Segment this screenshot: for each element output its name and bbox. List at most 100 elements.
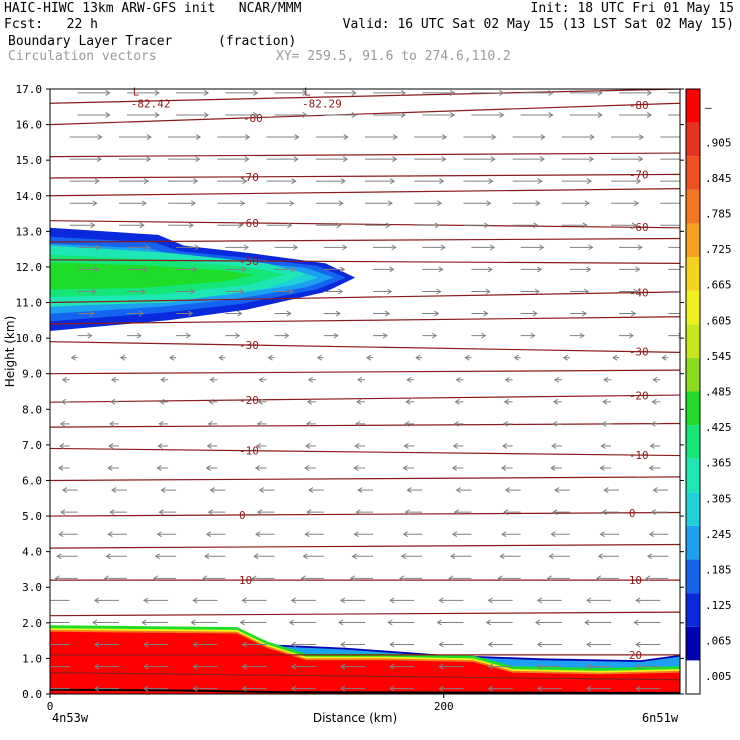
y-tick-label: 10.0 — [16, 332, 43, 345]
contour-line — [50, 476, 680, 482]
vector-arrowhead — [194, 244, 200, 251]
vector-arrowhead — [239, 619, 245, 626]
colorbar-label: .665 — [705, 279, 732, 292]
x-start-location: 4n53w — [52, 711, 89, 725]
vector-arrowhead — [436, 619, 442, 626]
contour-line--40 — [50, 291, 680, 304]
vector-arrowhead — [550, 465, 556, 471]
vector-arrowhead — [253, 553, 259, 560]
vector-arrowhead — [105, 553, 111, 560]
vector-arrowhead — [535, 200, 541, 207]
vector-arrowhead — [635, 641, 641, 648]
vector-arrowhead — [438, 663, 444, 670]
vector-arrowhead — [340, 663, 346, 670]
vector-arrowhead — [434, 310, 440, 317]
vector-arrowhead — [646, 112, 653, 118]
vector-arrowhead — [302, 553, 308, 560]
contour-label: -70 — [239, 171, 259, 184]
vector-arrowhead — [349, 575, 356, 582]
vector-arrowhead — [143, 266, 149, 273]
vector-arrowhead — [392, 134, 398, 140]
colorbar-swatch — [686, 593, 700, 627]
colorbar-label: .185 — [705, 563, 732, 576]
y-tick-label: 11.0 — [16, 297, 43, 310]
init-time: Init: 18 UTC Fri 01 May 15 — [530, 1, 735, 16]
vector-arrowhead — [93, 641, 100, 648]
vector-arrowhead — [110, 376, 117, 383]
overlay-name: Circulation vectors — [8, 49, 157, 64]
y-tick-label: 1.0 — [22, 652, 42, 665]
vector-arrowhead — [400, 553, 407, 560]
vector-arrowhead — [357, 487, 363, 494]
vector-arrowhead — [267, 354, 273, 361]
vector-arrowhead — [105, 89, 111, 96]
vector-arrowhead — [499, 553, 505, 560]
vector-arrowhead — [204, 553, 210, 560]
contour-label: 10 — [629, 574, 642, 587]
vector-arrowhead — [534, 619, 541, 626]
vector-arrowhead — [405, 398, 411, 405]
vector-arrowhead — [61, 487, 68, 494]
vector-arrowhead — [141, 619, 147, 626]
contour-label: -10 — [239, 445, 259, 458]
vector-arrowhead — [536, 597, 543, 604]
vector-arrowhead — [436, 200, 443, 207]
vector-arrowhead — [499, 89, 505, 96]
contour-label: -80 — [629, 99, 649, 112]
vector-arrowhead — [157, 443, 163, 449]
vector-arrowhead — [340, 266, 346, 273]
vector-arrowhead — [141, 200, 147, 207]
vector-arrowhead — [205, 465, 211, 471]
vector-arrowhead — [551, 443, 557, 449]
vector-arrowhead — [552, 398, 559, 405]
plume-core — [50, 262, 255, 290]
vector-arrowhead — [603, 487, 609, 494]
vector-arrowhead — [584, 619, 590, 626]
vector-arrowhead — [207, 509, 213, 516]
vector-arrowhead — [599, 531, 605, 538]
vector-arrowhead — [436, 288, 442, 295]
vector-arrowhead — [284, 332, 290, 339]
vector-arrowhead — [584, 200, 590, 207]
contour-line--20 — [50, 394, 680, 403]
vector-arrowhead — [290, 685, 297, 692]
vector-arrowhead — [254, 465, 261, 471]
vector-arrowhead — [406, 376, 412, 383]
model-title: HAIC-HIWC 13km ARW-GFS init NCAR/MMM — [4, 1, 302, 16]
vector-arrowhead — [242, 178, 248, 185]
vector-arrowhead — [290, 266, 297, 273]
vector-arrowhead — [239, 288, 245, 295]
vector-arrowhead — [533, 222, 539, 229]
vector-arrowhead — [195, 134, 202, 140]
vector-arrowhead — [438, 641, 444, 648]
vector-arrowhead — [382, 332, 388, 339]
contour-line — [50, 188, 680, 197]
vector-arrowhead — [450, 553, 456, 560]
vector-arrowhead — [154, 553, 161, 560]
vector-arrowhead — [107, 531, 113, 538]
y-axis-title: Height (km) — [3, 316, 17, 387]
vector-arrowhead — [633, 200, 640, 207]
y-tick-label: 7.0 — [22, 439, 42, 452]
vector-arrowhead — [91, 619, 98, 626]
vector-arrowhead — [502, 420, 509, 427]
vector-arrowhead — [406, 487, 412, 494]
vector-arrowhead — [652, 487, 658, 494]
vector-arrowhead — [306, 398, 313, 405]
vector-arrowhead — [154, 112, 160, 118]
contour-label: 20 — [629, 649, 642, 662]
contour-line — [50, 152, 680, 158]
vector-arrowhead — [109, 420, 115, 427]
vector-arrowhead — [389, 266, 395, 273]
contour-label: -40 — [629, 287, 649, 300]
vector-arrowhead — [603, 376, 609, 383]
vector-arrowhead — [205, 531, 212, 538]
vector-arrowhead — [651, 398, 657, 405]
vector-arrowhead — [633, 619, 639, 626]
vector-arrowhead — [159, 398, 165, 405]
contour-line--30 — [50, 341, 680, 353]
vector-arrowhead — [661, 354, 667, 361]
vector-arrowhead — [339, 597, 346, 604]
colorbar-swatch — [686, 660, 700, 694]
vector-arrowhead — [255, 531, 261, 538]
